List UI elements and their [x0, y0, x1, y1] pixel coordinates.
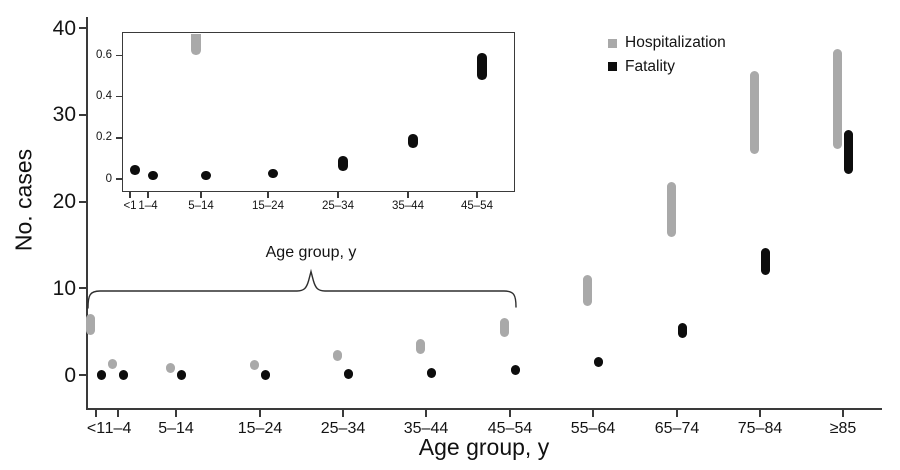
interval-marker-fatality: [760, 248, 771, 276]
interval-marker-hospitalization: [332, 349, 343, 362]
interval-marker-hospitalization: [415, 338, 426, 355]
interval-marker-fatality: [510, 365, 521, 376]
interval-marker-hospitalization: [666, 182, 677, 238]
interval-marker-fatality: [260, 369, 271, 380]
inset-interval-marker-fatality: [477, 53, 487, 81]
inset-x-tick: [147, 192, 149, 198]
interval-marker-hospitalization: [749, 70, 760, 154]
inset-x-tick: [337, 192, 339, 198]
legend-item-hospitalization: Hospitalization: [608, 34, 726, 53]
x-tick: [259, 410, 261, 417]
inset-x-tick-label: 45–54: [461, 200, 493, 212]
interval-marker-fatality: [96, 369, 107, 380]
inset-y-tick-label: 0.6: [96, 48, 112, 61]
x-tick: [592, 410, 594, 417]
x-tick: [95, 410, 97, 417]
interval-marker-fatality: [593, 356, 604, 367]
inset-y-tick-label: 0.4: [96, 90, 112, 103]
interval-marker-hospitalization: [249, 360, 260, 371]
y-tick-label: 20: [52, 190, 76, 213]
x-tick-label: 35–44: [403, 420, 449, 437]
inset-interval-marker-fatality: [201, 171, 211, 181]
inset-x-tick: [476, 192, 478, 198]
inset-interval-marker-hospitalization: [191, 33, 201, 56]
x-tick: [759, 410, 761, 417]
inset-x-tick: [200, 192, 202, 198]
interval-marker-hospitalization: [165, 363, 176, 374]
inset-x-tick: [267, 192, 269, 198]
inset-plot-area: [124, 33, 514, 191]
interval-marker-fatality: [843, 130, 854, 174]
y-tick-label: 0: [64, 363, 76, 387]
interval-marker-hospitalization: [582, 275, 593, 307]
interval-marker-fatality: [343, 369, 354, 380]
brace-label: Age group, y: [265, 244, 357, 261]
interval-marker-hospitalization: [85, 314, 96, 336]
inset-interval-marker-fatality: [408, 133, 418, 149]
legend: Hospitalization Fatality: [608, 34, 726, 76]
y-tick: [79, 113, 86, 116]
y-tick: [79, 374, 86, 376]
x-tick-label: 5–14: [158, 420, 194, 437]
interval-marker-fatality: [118, 369, 129, 380]
x-tick-label: 55–64: [570, 420, 616, 437]
inset-interval-marker-fatality: [130, 164, 140, 175]
inset-x-tick: [129, 192, 131, 198]
x-axis-title: Age group, y: [418, 434, 550, 460]
inset-x-tick-label: 25–34: [322, 200, 354, 212]
inset-interval-marker-fatality: [338, 156, 348, 171]
legend-item-fatality: Fatality: [608, 58, 726, 77]
inset-y-tick: [115, 95, 122, 98]
interval-marker-fatality: [677, 322, 688, 338]
interval-marker-hospitalization: [832, 48, 843, 150]
x-tick-label: 1–4: [104, 420, 132, 437]
inset-x-tick-label: 5–14: [188, 200, 214, 212]
y-tick: [79, 200, 86, 203]
inset-interval-marker-fatality: [268, 169, 278, 179]
y-tick-label: 40: [52, 16, 76, 40]
x-tick: [117, 410, 119, 417]
interval-marker-fatality: [176, 369, 187, 380]
x-tick: [676, 410, 678, 417]
x-axis-line: [86, 408, 882, 410]
inset-x-tick-label: 1–4: [138, 200, 158, 212]
inset-x-tick-label: 15–24: [252, 200, 284, 212]
inset-y-tick: [115, 54, 122, 57]
interval-marker-fatality: [426, 368, 437, 379]
y-tick: [79, 287, 86, 290]
y-tick-label: 10: [52, 276, 76, 300]
legend-label-hospitalization: Hospitalization: [625, 34, 726, 51]
y-tick-label: 30: [52, 103, 76, 127]
x-tick: [509, 410, 511, 417]
interval-marker-hospitalization: [499, 317, 510, 337]
inset-x-tick-label: 35–44: [392, 200, 424, 212]
x-tick-label: 15–24: [237, 420, 283, 437]
x-tick-label: <1: [86, 420, 106, 437]
x-tick: [425, 410, 427, 417]
inset-y-tick-label: 0: [105, 172, 112, 185]
inset-x-tick-label: <1: [123, 200, 137, 212]
fatality-swatch-icon: [608, 62, 617, 72]
x-tick: [842, 410, 844, 417]
inset-y-tick: [115, 178, 122, 180]
x-tick: [342, 410, 344, 417]
x-tick-label: 75–84: [737, 420, 783, 437]
x-tick-label: 45–54: [487, 420, 533, 437]
inset-y-tick-label: 0.2: [96, 131, 112, 144]
hospitalization-swatch-icon: [608, 38, 617, 48]
x-tick-label: 25–34: [320, 420, 366, 437]
x-tick-label: ≥85: [829, 420, 857, 437]
x-tick: [175, 410, 177, 417]
y-tick: [79, 27, 86, 29]
interval-marker-hospitalization: [107, 359, 118, 370]
y-axis-line: [86, 17, 88, 410]
x-tick-label: 65–74: [654, 420, 700, 437]
inset-frame: [122, 32, 515, 192]
legend-label-fatality: Fatality: [625, 57, 675, 75]
inset-interval-marker-fatality: [148, 171, 158, 181]
inset-y-tick: [115, 137, 122, 139]
inset-x-tick: [407, 192, 409, 198]
